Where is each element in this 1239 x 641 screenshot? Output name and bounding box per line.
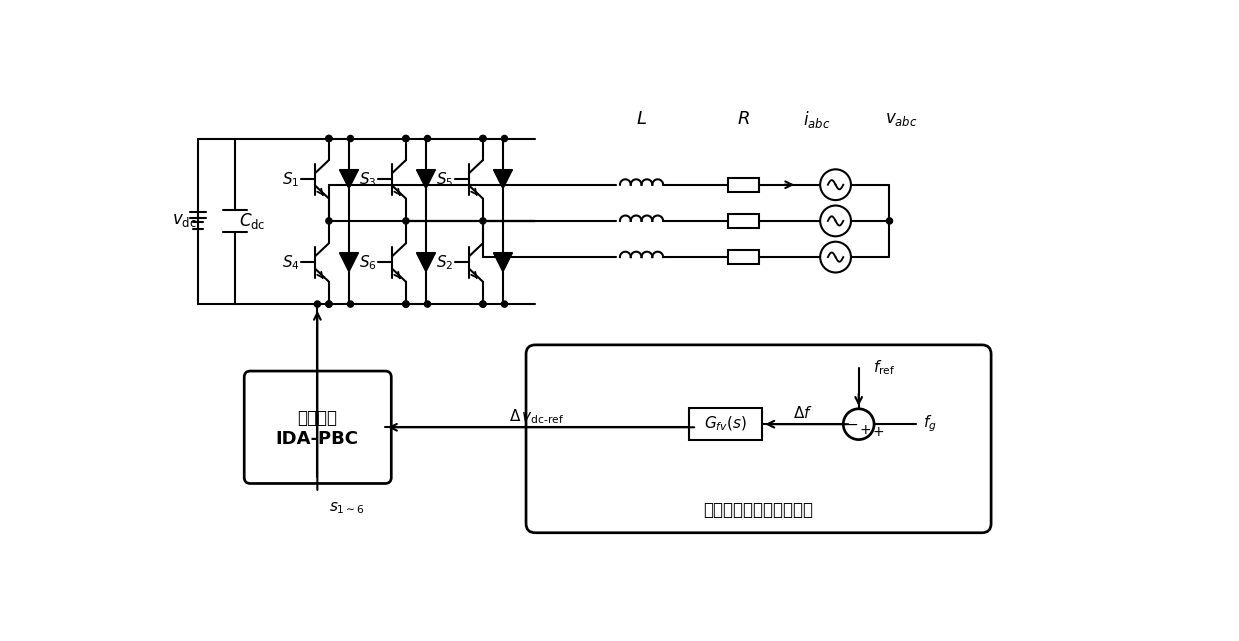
- Text: $v_{\rm dc}$: $v_{\rm dc}$: [172, 212, 197, 229]
- Circle shape: [425, 135, 430, 142]
- Circle shape: [479, 135, 486, 142]
- Circle shape: [326, 218, 332, 224]
- Text: $-$: $-$: [846, 417, 859, 431]
- Circle shape: [347, 135, 353, 142]
- Bar: [727, 214, 758, 228]
- Polygon shape: [493, 170, 512, 188]
- Text: $S_{4}$: $S_{4}$: [281, 253, 300, 272]
- Circle shape: [326, 301, 332, 307]
- Text: $L$: $L$: [636, 110, 647, 128]
- Text: $+$: $+$: [872, 425, 883, 439]
- Circle shape: [326, 135, 332, 142]
- Text: $s_{1\sim6}$: $s_{1\sim6}$: [328, 500, 364, 516]
- Text: $S_{3}$: $S_{3}$: [358, 170, 377, 188]
- Polygon shape: [416, 253, 435, 272]
- Text: $S_{5}$: $S_{5}$: [436, 170, 453, 188]
- Bar: [727, 250, 758, 264]
- Circle shape: [403, 135, 409, 142]
- Circle shape: [886, 218, 892, 224]
- Bar: [689, 408, 762, 440]
- Text: 控制策略: 控制策略: [297, 409, 337, 427]
- Circle shape: [479, 135, 486, 142]
- Circle shape: [326, 135, 332, 142]
- Polygon shape: [339, 253, 358, 272]
- Text: $R$: $R$: [737, 110, 750, 128]
- Text: $S_{1}$: $S_{1}$: [281, 170, 299, 188]
- Circle shape: [403, 218, 409, 224]
- Polygon shape: [416, 170, 435, 188]
- Text: $f_g$: $f_g$: [923, 414, 937, 435]
- Circle shape: [326, 301, 332, 307]
- Text: $+$: $+$: [859, 423, 871, 437]
- Bar: [727, 178, 758, 192]
- Text: $v_{abc}$: $v_{abc}$: [885, 111, 917, 128]
- Polygon shape: [339, 170, 358, 188]
- Circle shape: [403, 135, 409, 142]
- FancyBboxPatch shape: [527, 345, 991, 533]
- Text: $S_{6}$: $S_{6}$: [358, 253, 377, 272]
- Circle shape: [425, 301, 430, 307]
- Text: $\Delta\,v_{\rm dc\text{-}ref}$: $\Delta\,v_{\rm dc\text{-}ref}$: [509, 407, 565, 426]
- FancyBboxPatch shape: [244, 371, 392, 483]
- Circle shape: [479, 218, 486, 224]
- Circle shape: [502, 135, 508, 142]
- Text: 直流母线电压与频率模型: 直流母线电压与频率模型: [704, 501, 814, 519]
- Text: $f_{\rm ref}$: $f_{\rm ref}$: [872, 358, 895, 378]
- Text: $\Delta f$: $\Delta f$: [793, 405, 813, 421]
- Text: $C_{\rm dc}$: $C_{\rm dc}$: [239, 211, 266, 231]
- Circle shape: [315, 301, 321, 307]
- Circle shape: [403, 301, 409, 307]
- Polygon shape: [493, 253, 512, 272]
- Circle shape: [502, 301, 508, 307]
- Text: IDA-PBC: IDA-PBC: [276, 430, 359, 448]
- Text: $S_{2}$: $S_{2}$: [436, 253, 453, 272]
- Circle shape: [403, 301, 409, 307]
- Circle shape: [479, 301, 486, 307]
- Circle shape: [347, 301, 353, 307]
- Circle shape: [479, 301, 486, 307]
- Text: $i_{abc}$: $i_{abc}$: [803, 109, 830, 129]
- Text: $G_{fv}(s)$: $G_{fv}(s)$: [704, 415, 747, 433]
